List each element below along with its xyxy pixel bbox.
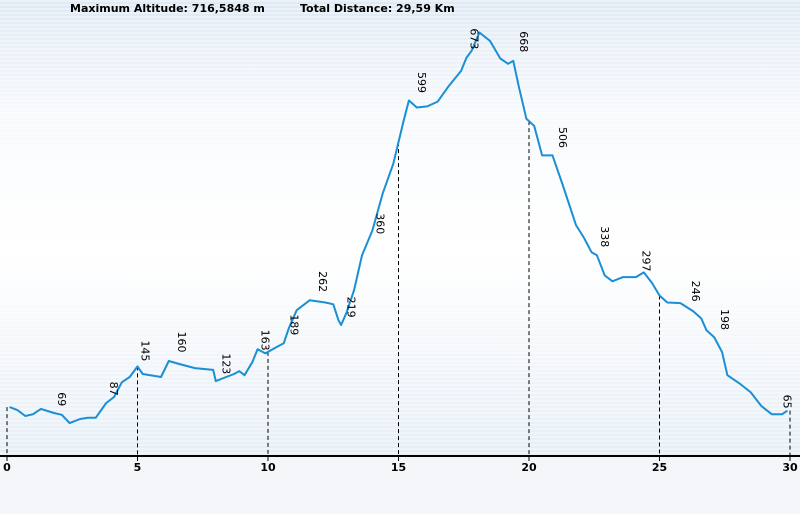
x-tick-label: 15 <box>391 461 406 474</box>
footer-bg <box>0 458 800 514</box>
point-label: 219 <box>345 297 358 318</box>
x-tick-label: 10 <box>260 461 276 474</box>
x-tick-label: 0 <box>3 461 11 474</box>
point-label: 599 <box>415 72 428 93</box>
point-label: 69 <box>55 392 68 406</box>
point-label: 65 <box>781 395 794 409</box>
point-label: 198 <box>718 309 731 330</box>
plot-texture <box>0 0 800 458</box>
point-label: 673 <box>467 28 480 49</box>
point-label: 506 <box>556 127 569 148</box>
x-tick-label: 25 <box>652 461 667 474</box>
point-label: 160 <box>175 331 188 352</box>
x-tick-label: 5 <box>134 461 142 474</box>
total-distance: Total Distance: 29,59 Km <box>300 2 455 15</box>
point-label: 145 <box>139 340 152 361</box>
point-label: 123 <box>219 353 232 374</box>
point-label: 262 <box>316 271 329 292</box>
point-label: 338 <box>598 226 611 247</box>
x-tick-label: 20 <box>521 461 537 474</box>
altitude-line <box>9 31 788 425</box>
max-altitude: Maximum Altitude: 716,5848 m <box>70 2 265 15</box>
point-label: 297 <box>640 251 653 272</box>
point-label: 246 <box>689 281 702 302</box>
x-tick-label: 30 <box>782 461 798 474</box>
point-label: 87 <box>107 382 120 396</box>
point-label: 668 <box>517 31 530 52</box>
point-label: 163 <box>259 330 272 351</box>
point-label: 360 <box>373 213 386 234</box>
point-label: 189 <box>287 314 300 335</box>
